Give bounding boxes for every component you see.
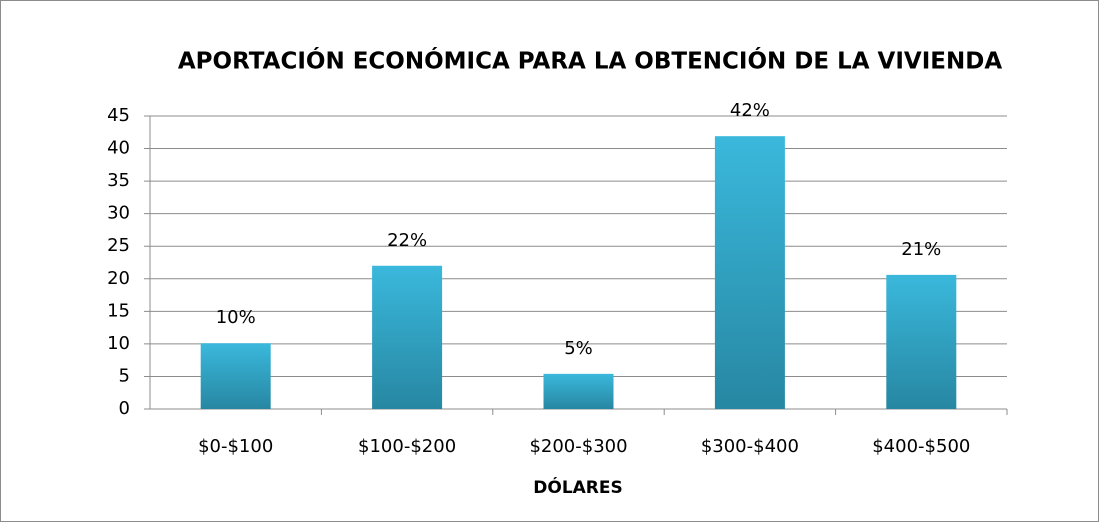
x-tick-label: $400-$500	[872, 436, 970, 457]
y-tick-label: 40	[107, 138, 130, 159]
value-label: 5%	[564, 338, 593, 359]
x-tick-label: $300-$400	[701, 436, 799, 457]
y-tick-label: 35	[107, 170, 130, 191]
bar	[200, 343, 271, 409]
y-tick-label: 15	[107, 300, 130, 321]
y-tick-label: 30	[107, 203, 130, 224]
bar	[372, 265, 443, 409]
value-label: 10%	[216, 307, 256, 328]
y-tick-label: 5	[119, 365, 130, 386]
value-label: 42%	[730, 100, 770, 121]
x-tick-label: $200-$300	[529, 436, 627, 457]
chart-title: APORTACIÓN ECONÓMICA PARA LA OBTENCIÓN D…	[178, 47, 1002, 75]
y-tick-label: 25	[107, 235, 130, 256]
x-axis-label: DÓLARES	[533, 476, 623, 498]
x-tick-label: $0-$100	[198, 436, 273, 457]
y-tick-label: 0	[119, 398, 130, 419]
x-tick-label: $100-$200	[358, 436, 456, 457]
y-tick-label: 20	[107, 268, 130, 289]
y-tick-label: 45	[107, 105, 130, 126]
bar	[714, 136, 785, 409]
value-label: 21%	[901, 239, 941, 260]
value-label: 22%	[387, 230, 427, 251]
bar	[886, 274, 957, 409]
y-tick-label: 10	[107, 333, 130, 354]
bar	[543, 373, 614, 409]
